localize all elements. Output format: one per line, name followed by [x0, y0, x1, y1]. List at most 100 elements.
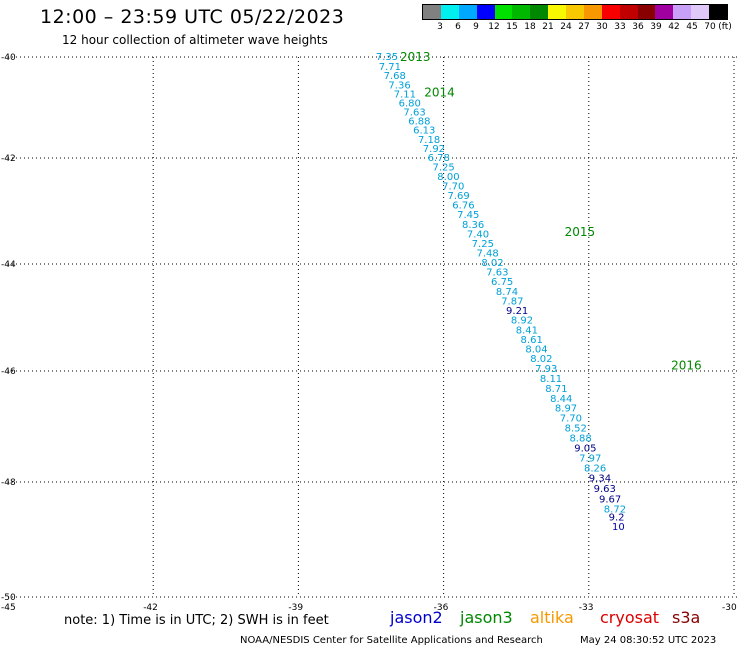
wave-height-label: 7.48	[477, 248, 499, 259]
map-subtitle: 12 hour collection of altimeter wave hei…	[62, 33, 328, 47]
wave-height-label: 7.70	[560, 414, 582, 425]
time-label: 2015	[565, 225, 596, 239]
wave-height-label: 6.75	[491, 277, 513, 288]
note-text: note: 1) Time is in UTC; 2) SWH is in fe…	[64, 613, 329, 628]
wave-height-label: 6.13	[413, 126, 435, 137]
axis-labels: -40 -42 -44 -46 -48 -50-45 -42 -39 -36 -33 -30	[1, 53, 737, 613]
wave-height-label: 8.02	[530, 354, 552, 365]
wave-height-label: 9.34	[589, 474, 611, 485]
lat-label: -48	[1, 478, 16, 488]
legend-swatch	[423, 5, 441, 19]
lon-label: -36	[434, 603, 449, 613]
wave-height-label: 7.18	[418, 135, 440, 146]
time-label: 2014	[424, 85, 455, 99]
legend-label: (ft)	[718, 22, 732, 32]
satellite-key-s3a: s3a	[672, 608, 701, 627]
lat-label: -40	[1, 53, 16, 63]
lon-label: -45	[1, 603, 16, 613]
legend-label: 15	[506, 22, 518, 32]
map-grid	[8, 56, 740, 598]
time-labels: 2013 2014 2015 2016	[400, 50, 702, 373]
lon-label: -39	[288, 603, 303, 613]
legend-label: 12	[488, 22, 500, 32]
legend-label: 21	[542, 22, 554, 32]
footer-credit: NOAA/NESDIS Center for Satellite Applica…	[240, 635, 543, 646]
wave-height-label: 7.63	[486, 268, 508, 279]
wave-height-label: 8.97	[555, 404, 577, 415]
wave-height-label: 8.92	[511, 316, 533, 327]
lat-label: -42	[1, 154, 16, 164]
wave-height-label: 8.74	[496, 287, 518, 298]
wave-height-label: 8.04	[525, 345, 547, 356]
wave-height-label: 8.41	[516, 325, 538, 336]
legend-swatch	[440, 5, 459, 19]
legend-swatch	[673, 5, 692, 19]
wave-height-label: 6.88	[408, 117, 430, 128]
wave-height-label: 8.61	[521, 335, 543, 346]
wave-height-label: 9.63	[594, 484, 616, 495]
lon-label: -42	[143, 603, 158, 613]
wave-height-label: 7.63	[403, 108, 425, 119]
map-title: 12:00 – 23:59 UTC 05/22/2023	[40, 6, 345, 28]
legend-label: 33	[614, 22, 626, 32]
wave-height-label: 7.87	[501, 296, 523, 307]
wave-height-label: 8.02	[481, 258, 503, 269]
lon-label: -30	[722, 603, 737, 613]
wave-height-label: 8.36	[462, 220, 484, 231]
lat-label: -46	[1, 367, 16, 377]
wave-height-label: 8.88	[569, 434, 591, 445]
wave-height-label: 7.11	[394, 89, 416, 100]
wave-height-label: 8.52	[565, 424, 587, 435]
legend-labels: 3 6 9 12 15 18 21 24 27 30 33 36 39 42 45 70 (ft)	[422, 22, 740, 36]
footer-timestamp: May 24 08:30:52 UTC 2023	[580, 635, 717, 646]
legend-swatch	[709, 5, 727, 19]
lat-label: -44	[1, 260, 16, 270]
satellite-key-altika: altika	[530, 608, 574, 627]
legend-swatch	[512, 5, 531, 19]
lat-label: -50	[1, 593, 16, 603]
legend-label: 45	[686, 22, 698, 32]
wave-height-label: 6.76	[452, 201, 474, 212]
lon-label: -33	[579, 603, 594, 613]
wave-height-label: 8.00	[437, 172, 459, 183]
legend-swatch	[583, 5, 602, 19]
legend-swatches	[422, 4, 728, 20]
wave-height-label: 7.35	[376, 52, 398, 63]
wave-height-label: 7.70	[442, 182, 464, 193]
wave-height-label: 8.11	[540, 374, 562, 385]
wave-height-label: 7.92	[423, 144, 445, 155]
wave-height-label: 8.44	[550, 394, 572, 405]
wave-height-label: 9.05	[574, 444, 596, 455]
wave-height-label: 7.68	[384, 71, 406, 82]
legend-label: 9	[473, 22, 479, 32]
legend-label: 70	[704, 22, 716, 32]
legend-label: 42	[668, 22, 680, 32]
wave-height-label: 7.25	[432, 163, 454, 174]
wave-height-label: 9.2	[609, 513, 625, 524]
legend-label: 24	[560, 22, 572, 32]
wave-height-label: 7.40	[467, 229, 489, 240]
wave-height-label: 9.67	[599, 494, 621, 505]
wave-height-label: 7.69	[447, 191, 469, 202]
wave-height-label: 8.26	[584, 464, 606, 475]
legend-swatch	[494, 5, 513, 19]
wave-height-label: 6.80	[399, 98, 421, 109]
wave-height-label: 8.71	[545, 384, 567, 395]
wave-height-label: 7.71	[379, 62, 401, 73]
satellite-key-jason3: jason3	[460, 608, 513, 627]
wave-height-label: 7.45	[457, 210, 479, 221]
legend-swatch	[530, 5, 549, 19]
legend-label: 36	[632, 22, 644, 32]
legend-swatch	[458, 5, 477, 19]
legend-label: 6	[455, 22, 461, 32]
legend-label: 3	[437, 22, 443, 32]
satellite-key-jason2: jason2	[390, 608, 443, 627]
legend-swatch	[637, 5, 656, 19]
legend-label: 27	[578, 22, 590, 32]
time-label: 2013	[400, 50, 431, 64]
wave-height-label: 7.93	[535, 364, 557, 375]
legend-swatch	[601, 5, 620, 19]
wave-height-label: 7.36	[388, 80, 410, 91]
satellite-track: 7.357.717.687.367.116.807.636.886.137.18…	[376, 52, 626, 533]
